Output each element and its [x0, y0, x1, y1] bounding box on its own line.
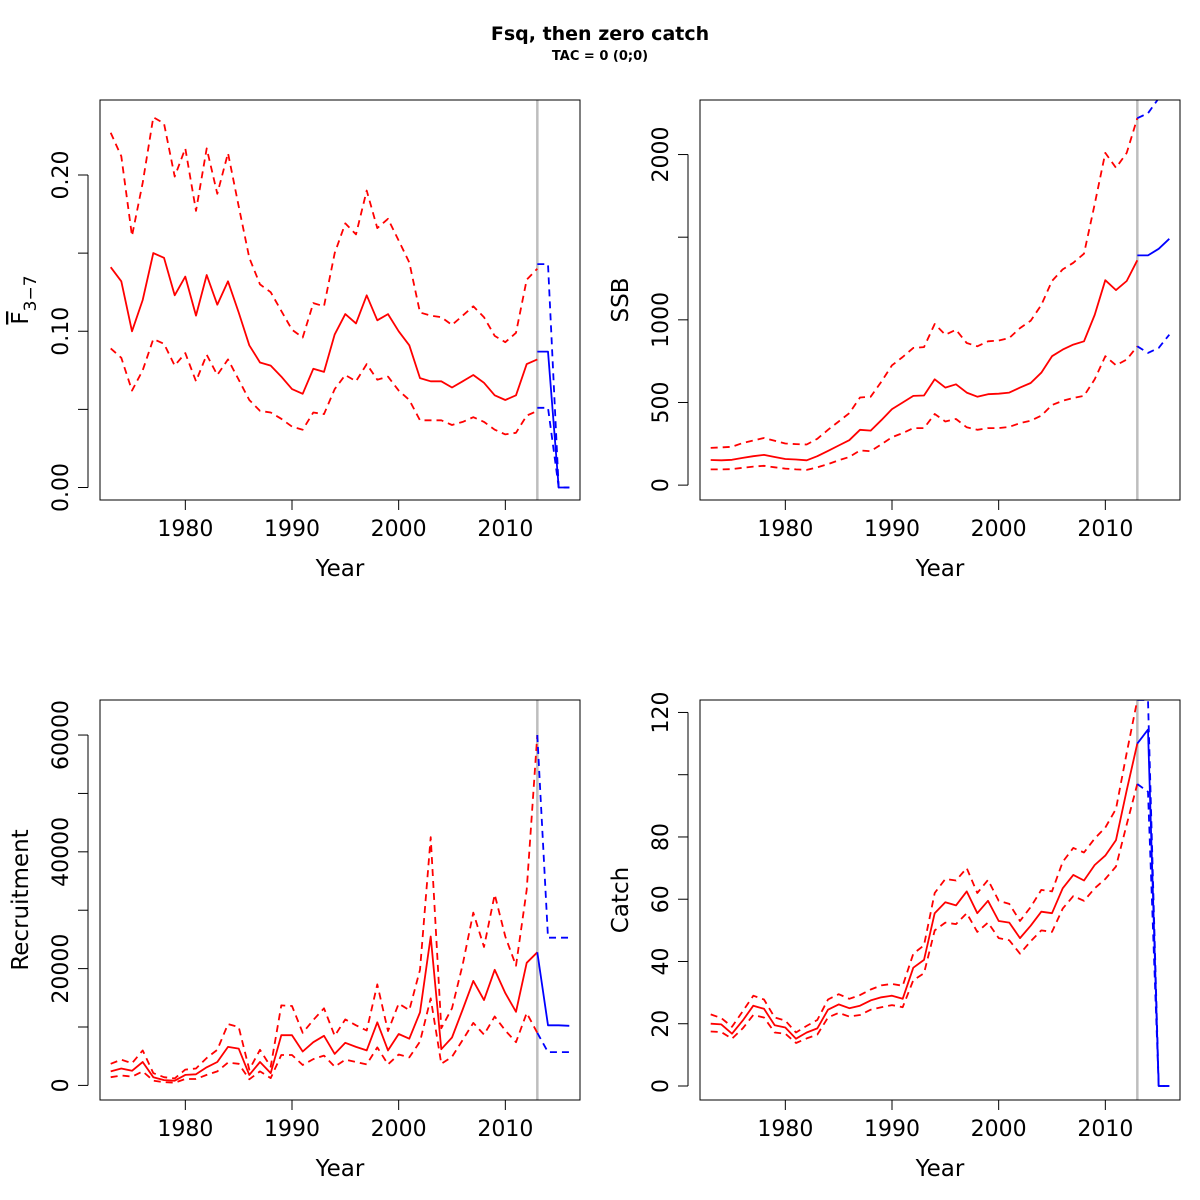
history-median-line — [710, 259, 1139, 462]
x-axis-label: Year — [915, 556, 965, 582]
plot-frame — [699, 699, 1181, 1101]
y-tick-label: 120 — [649, 691, 674, 733]
y-tick-label: 40 — [649, 947, 674, 975]
x-tick-label: 1990 — [864, 1117, 920, 1142]
plot-frame — [99, 699, 581, 1101]
y-tick-label: 60 — [649, 885, 674, 913]
y-tick-label: 2000 — [649, 127, 674, 183]
y-tick-label: 60000 — [49, 700, 74, 770]
history-median-line — [710, 743, 1139, 1040]
x-tick-label: 2000 — [371, 517, 427, 542]
x-axis-label: Year — [315, 556, 365, 582]
y-tick-label: 500 — [649, 381, 674, 423]
panel-recruitment: 1980 1990 2000 2010 Year 0 20000 40000 60000 Recr… — [8, 699, 581, 1182]
x-tick-label: 2000 — [971, 1117, 1027, 1142]
y-tick-label: 20 — [649, 1010, 674, 1038]
x-tick-label: 1990 — [864, 517, 920, 542]
x-tick-label: 1980 — [757, 517, 813, 542]
y-tick-label: 0.20 — [49, 151, 74, 200]
plot-area — [710, 700, 1170, 1100]
y-tick-label: 0 — [649, 1079, 674, 1093]
forecast-median-line — [536, 952, 570, 1027]
y-tick-label: 80 — [649, 823, 674, 851]
panel-catch: 1980 1990 2000 2010 Year 0 20 40 60 80 120 Catch — [608, 691, 1181, 1182]
figure-subtitle: TAC = 0 (0;0) — [552, 49, 648, 64]
y-tick-label: 20000 — [49, 934, 74, 1004]
y-axis-label: F3−7 — [8, 275, 41, 324]
plot-area — [110, 700, 570, 1100]
y-axis-label: SSB — [608, 278, 634, 323]
plot-area — [710, 100, 1171, 500]
history-upper-line — [710, 117, 1139, 449]
y-tick-label: 0 — [649, 478, 674, 492]
plot-frame — [699, 99, 1181, 501]
forecast-upper-line — [1136, 100, 1159, 120]
forecast-upper-line — [537, 263, 570, 489]
x-tick-label: 2010 — [477, 517, 533, 542]
forecast-upper-line — [536, 734, 570, 939]
forecast-lower-line — [1136, 334, 1171, 354]
history-lower-line — [110, 338, 538, 436]
forecast-median-line — [537, 350, 570, 489]
forecast-lower-line — [536, 1032, 570, 1053]
history-upper-line — [710, 700, 1139, 1034]
y-tick-label: 40000 — [49, 817, 74, 887]
y-tick-label: 1000 — [649, 292, 674, 348]
x-tick-label: 1990 — [264, 517, 320, 542]
y-tick-label: 0 — [49, 1078, 74, 1092]
forecast-median-line — [1137, 238, 1170, 257]
panel-f-bar: 1980 1990 2000 2010 Year 0.00 0.10 0.20 F3−7 — [8, 99, 581, 582]
forecast-median-line — [1136, 728, 1170, 1087]
x-axis-label: Year — [915, 1156, 965, 1182]
y-tick-label: 0.10 — [49, 307, 74, 356]
history-upper-line — [109, 116, 538, 344]
y-tick-label: 0.00 — [49, 463, 74, 512]
x-tick-label: 2010 — [1077, 1117, 1133, 1142]
y-axis-label: Catch — [608, 867, 634, 933]
x-tick-label: 2010 — [477, 1117, 533, 1142]
y-axis-label-subscript: 3−7 — [21, 275, 41, 311]
x-tick-label: 1980 — [757, 1117, 813, 1142]
history-median-line — [110, 935, 538, 1082]
figure-title: Fsq, then zero catch — [491, 23, 709, 45]
history-lower-line — [110, 997, 539, 1084]
x-tick-label: 1980 — [157, 517, 213, 542]
x-tick-label: 1990 — [264, 1117, 320, 1142]
panel-ssb: 1980 1990 2000 2010 Year 0 500 1000 2000 SSB — [608, 99, 1181, 582]
y-axis-label-main: F — [8, 311, 34, 324]
plot-frame — [99, 99, 581, 501]
plot-area — [109, 100, 570, 500]
x-tick-label: 2010 — [1077, 517, 1133, 542]
x-tick-label: 1980 — [157, 1117, 213, 1142]
x-axis-label: Year — [315, 1156, 365, 1182]
history-upper-line — [110, 734, 539, 1080]
x-tick-label: 2000 — [371, 1117, 427, 1142]
history-lower-line — [710, 345, 1139, 471]
x-tick-label: 2000 — [971, 517, 1027, 542]
y-axis-label: Recruitment — [8, 829, 34, 970]
history-median-line — [109, 252, 538, 401]
